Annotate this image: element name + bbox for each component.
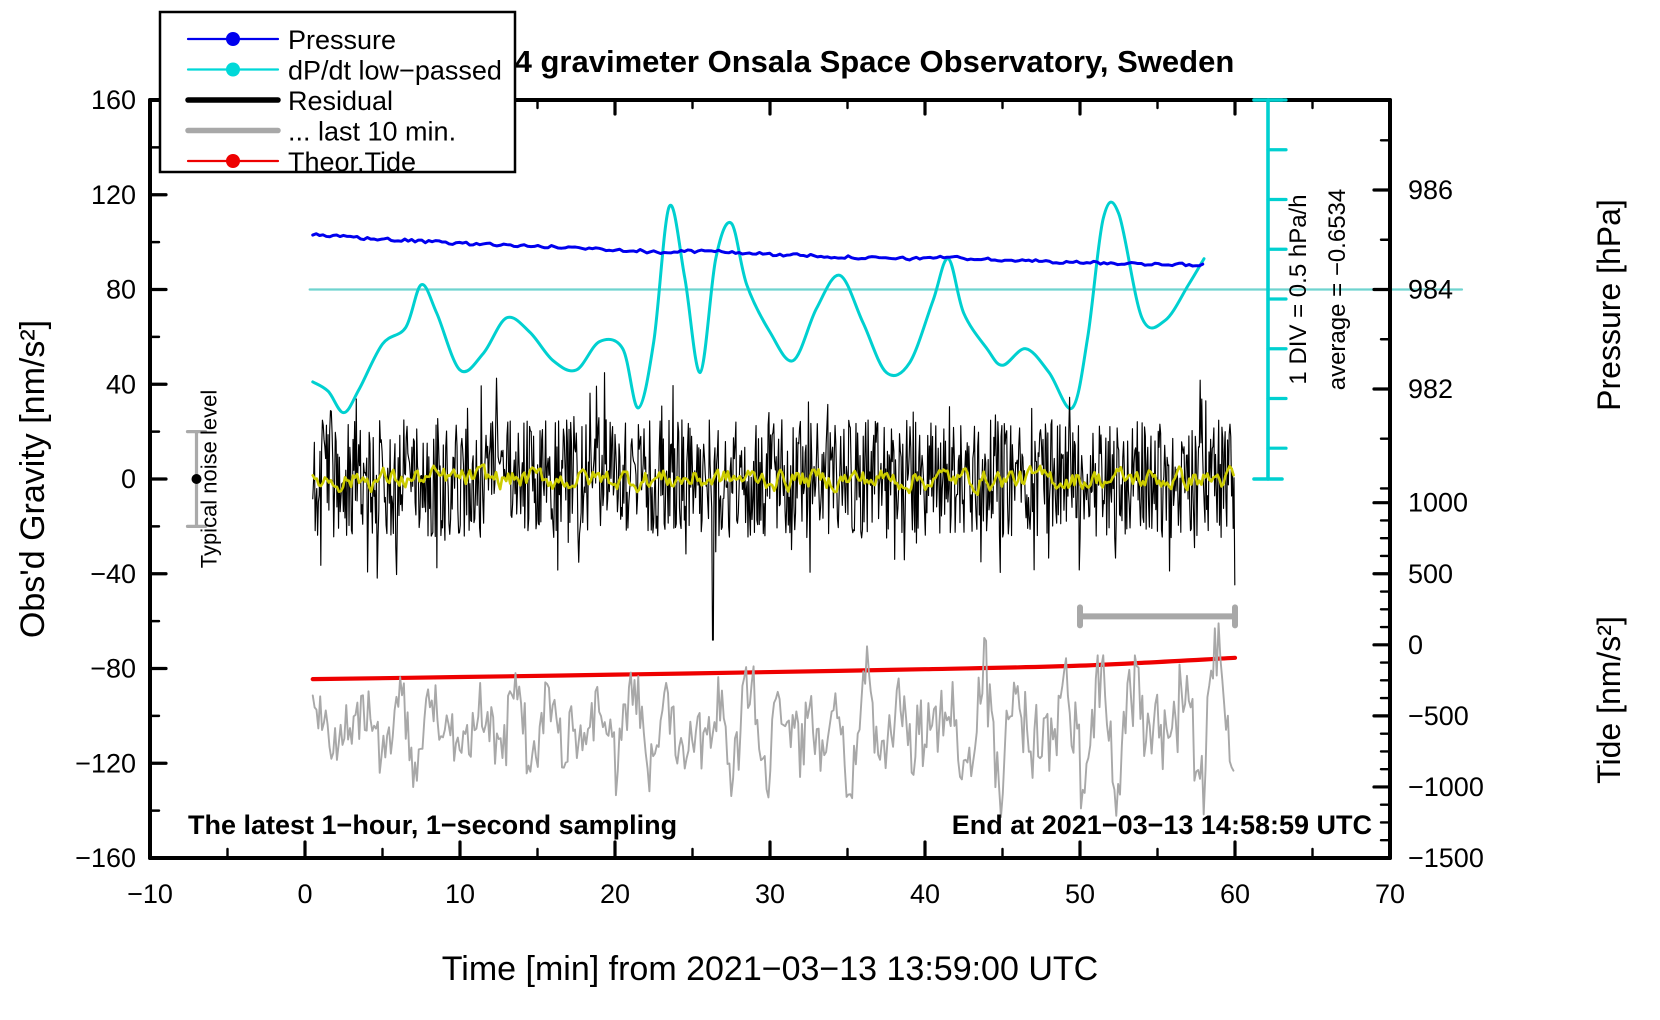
- xtick-label--10: −10: [127, 879, 173, 909]
- ytick-label-left-40: 40: [106, 369, 136, 399]
- legend-marker-1: [226, 62, 240, 77]
- ytick-label-left-160: 160: [91, 85, 136, 115]
- ytick-label-tide--500: −500: [1408, 701, 1469, 731]
- y-axis-label: Obs'd Gravity [nm/s²]: [14, 320, 52, 638]
- x-axis-label: Time [min] from 2021−03−13 13:59:00 UTC: [442, 950, 1098, 988]
- typical-noise-level-label: Typical noise level: [197, 390, 222, 569]
- ytick-label-tide--1500: −1500: [1408, 843, 1484, 873]
- dpdt-average-label: average = −0.6534: [1324, 189, 1351, 391]
- series-theor-tide: [310, 655, 1238, 682]
- legend-label-1: dP/dt low−passed: [288, 56, 502, 86]
- series-pressure: [311, 232, 1205, 268]
- footer-right-text: End at 2021−03−13 14:58:59 UTC: [952, 810, 1372, 840]
- ytick-label-tide-0: 0: [1408, 630, 1423, 660]
- ytick-label-pressure-984: 984: [1408, 275, 1453, 305]
- xtick-label-70: 70: [1375, 879, 1405, 909]
- xtick-label-60: 60: [1220, 879, 1250, 909]
- ytick-label-left-0: 0: [121, 464, 136, 494]
- series-residual: [312, 372, 1236, 641]
- xtick-label-40: 40: [910, 879, 940, 909]
- legend-label-0: Pressure: [288, 25, 396, 55]
- series-last-10-min: [311, 622, 1235, 818]
- ytick-label-left-120: 120: [91, 180, 136, 210]
- ytick-label-left-80: 80: [106, 275, 136, 305]
- y-axis-label-tide: Tide [nm/s²]: [1591, 616, 1627, 784]
- ytick-label-tide--1000: −1000: [1408, 772, 1484, 802]
- ytick-label-left--40: −40: [90, 559, 136, 589]
- xtick-label-0: 0: [297, 879, 312, 909]
- ytick-label-tide-500: 500: [1408, 559, 1453, 589]
- ytick-label-pressure-986: 986: [1408, 175, 1453, 205]
- ytick-label-tide-1000: 1000: [1408, 488, 1468, 518]
- series-dpdt-lowpassed: [311, 200, 1206, 415]
- ytick-label-pressure-982: 982: [1408, 374, 1453, 404]
- noise-level-dot: [191, 474, 202, 484]
- ytick-label-left--120: −120: [75, 748, 136, 778]
- series-residual-smoothed: [311, 463, 1235, 497]
- y-axis-label-pressure: Pressure [hPa]: [1591, 199, 1627, 411]
- chart-title: SCG_054 gravimeter Onsala Space Observat…: [396, 44, 1235, 79]
- xtick-label-10: 10: [445, 879, 475, 909]
- legend-marker-0: [226, 32, 240, 46]
- legend-label-4: Theor.Tide: [288, 147, 416, 177]
- ytick-label-left--80: −80: [90, 654, 136, 684]
- footer-left-text: The latest 1−hour, 1−second sampling: [188, 810, 677, 840]
- ytick-label-left--160: −160: [75, 843, 136, 873]
- xtick-label-20: 20: [600, 879, 630, 909]
- xtick-label-50: 50: [1065, 879, 1095, 909]
- legend-label-2: Residual: [288, 86, 393, 116]
- dpdt-div-label: 1 DIV = 0.5 hPa/h: [1285, 194, 1312, 384]
- legend-marker-4: [226, 154, 240, 168]
- legend-label-3: ... last 10 min.: [288, 117, 456, 147]
- xtick-label-30: 30: [755, 879, 785, 909]
